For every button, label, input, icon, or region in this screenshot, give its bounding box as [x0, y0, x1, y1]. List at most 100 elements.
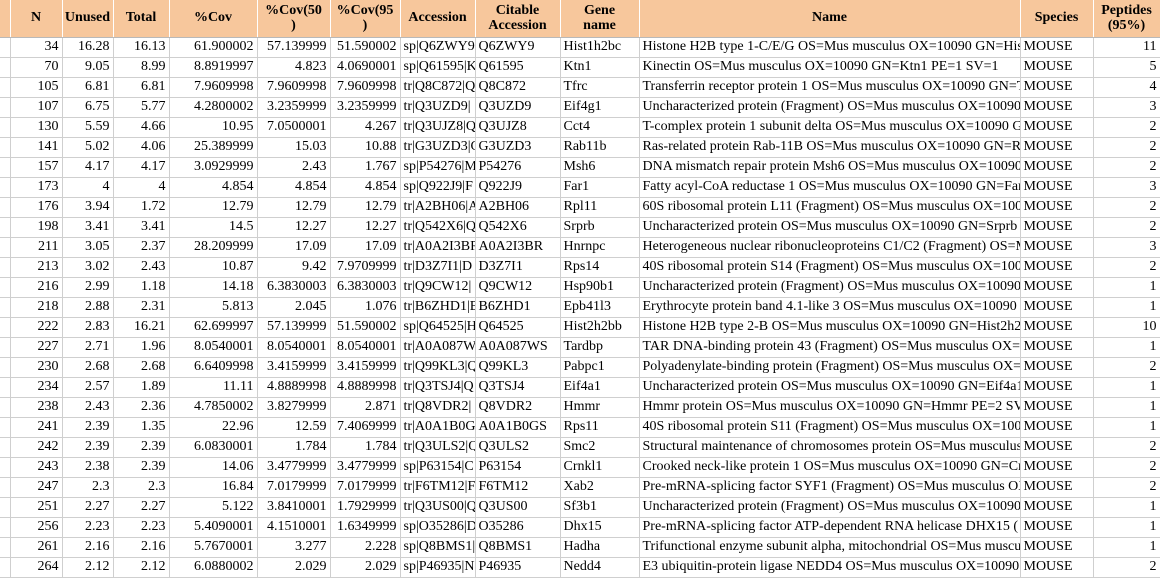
- cell-gene-name[interactable]: Hist2h2bb: [560, 317, 640, 338]
- cell-name[interactable]: Histone H2B type 2-B OS=Mus musculus OX=…: [639, 317, 1021, 338]
- cell-total[interactable]: 2.68: [113, 357, 170, 378]
- cell-cov95[interactable]: 4.267: [330, 117, 401, 138]
- row-spacer-cell[interactable]: [0, 237, 11, 258]
- row-spacer-cell[interactable]: [0, 177, 11, 198]
- cell-cov[interactable]: 10.87: [169, 257, 258, 278]
- cell-cov[interactable]: 8.0540001: [169, 337, 258, 358]
- cell-species[interactable]: MOUSE: [1020, 537, 1094, 558]
- cell-cov95[interactable]: 7.9609998: [330, 77, 401, 98]
- row-spacer-cell[interactable]: [0, 317, 11, 338]
- cell-citable-accession[interactable]: Q9CW12: [475, 277, 561, 298]
- cell-name[interactable]: Uncharacterized protein OS=Mus musculus …: [639, 217, 1021, 238]
- cell-gene-name[interactable]: Eif4a1: [560, 377, 640, 398]
- row-spacer-cell[interactable]: [0, 277, 11, 298]
- cell-species[interactable]: MOUSE: [1020, 337, 1094, 358]
- cell-accession[interactable]: sp|Q6ZWY9|: [400, 37, 476, 58]
- cell-accession[interactable]: tr|Q542X6|Q: [400, 217, 476, 238]
- row-spacer-cell[interactable]: [0, 397, 11, 418]
- cell-cov50[interactable]: 1.784: [257, 437, 331, 458]
- cell-species[interactable]: MOUSE: [1020, 37, 1094, 58]
- cell-total[interactable]: 2.31: [113, 297, 170, 318]
- cell-cov[interactable]: 5.122: [169, 497, 258, 518]
- cell-total[interactable]: 2.39: [113, 437, 170, 458]
- cell-peptides-95[interactable]: 1: [1093, 277, 1160, 298]
- cell-species[interactable]: MOUSE: [1020, 257, 1094, 278]
- cell-name[interactable]: Crooked neck-like protein 1 OS=Mus muscu…: [639, 457, 1021, 478]
- cell-unused[interactable]: 2.43: [62, 397, 114, 418]
- cell-citable-accession[interactable]: A0A087WS: [475, 337, 561, 358]
- cell-species[interactable]: MOUSE: [1020, 357, 1094, 378]
- row-spacer-cell[interactable]: [0, 57, 11, 78]
- cell-cov50[interactable]: 57.139999: [257, 37, 331, 58]
- cell-accession[interactable]: sp|P46935|N: [400, 557, 476, 578]
- cell-total[interactable]: 1.35: [113, 417, 170, 438]
- column-header-total[interactable]: Total: [113, 0, 170, 38]
- cell-gene-name[interactable]: Rps11: [560, 417, 640, 438]
- cell-name[interactable]: E3 ubiquitin-protein ligase NEDD4 OS=Mus…: [639, 557, 1021, 578]
- cell-citable-accession[interactable]: Q61595: [475, 57, 561, 78]
- cell-cov95[interactable]: 17.09: [330, 237, 401, 258]
- cell-gene-name[interactable]: Tfrc: [560, 77, 640, 98]
- row-spacer-cell[interactable]: [0, 417, 11, 438]
- cell-gene-name[interactable]: Rpl11: [560, 197, 640, 218]
- cell-peptides-95[interactable]: 1: [1093, 537, 1160, 558]
- cell-cov95[interactable]: 2.871: [330, 397, 401, 418]
- cell-unused[interactable]: 2.38: [62, 457, 114, 478]
- cell-total[interactable]: 2.12: [113, 557, 170, 578]
- cell-species[interactable]: MOUSE: [1020, 197, 1094, 218]
- cell-cov50[interactable]: 3.4779999: [257, 457, 331, 478]
- cell-species[interactable]: MOUSE: [1020, 317, 1094, 338]
- cell-n[interactable]: 141: [10, 137, 63, 158]
- cell-cov50[interactable]: 3.8279999: [257, 397, 331, 418]
- cell-unused[interactable]: 2.16: [62, 537, 114, 558]
- column-header-n[interactable]: N: [10, 0, 63, 38]
- cell-species[interactable]: MOUSE: [1020, 117, 1094, 138]
- cell-accession[interactable]: tr|F6TM12|F: [400, 477, 476, 498]
- row-spacer-cell[interactable]: [0, 557, 11, 578]
- cell-name[interactable]: Ras-related protein Rab-11B OS=Mus muscu…: [639, 137, 1021, 158]
- column-header-gene-name[interactable]: Gene name: [560, 0, 640, 38]
- cell-total[interactable]: 4.06: [113, 137, 170, 158]
- cell-citable-accession[interactable]: P63154: [475, 457, 561, 478]
- cell-peptides-95[interactable]: 3: [1093, 237, 1160, 258]
- cell-peptides-95[interactable]: 3: [1093, 97, 1160, 118]
- column-header-unused[interactable]: Unused: [62, 0, 114, 38]
- column-header-cov95[interactable]: %Cov(95 ): [330, 0, 401, 38]
- cell-cov50[interactable]: 4.823: [257, 57, 331, 78]
- cell-cov50[interactable]: 15.03: [257, 137, 331, 158]
- row-spacer-cell[interactable]: [0, 217, 11, 238]
- cell-citable-accession[interactable]: P46935: [475, 557, 561, 578]
- cell-species[interactable]: MOUSE: [1020, 557, 1094, 578]
- cell-name[interactable]: Uncharacterized protein OS=Mus musculus …: [639, 377, 1021, 398]
- cell-unused[interactable]: 2.23: [62, 517, 114, 538]
- cell-peptides-95[interactable]: 10: [1093, 317, 1160, 338]
- cell-total[interactable]: 8.99: [113, 57, 170, 78]
- cell-gene-name[interactable]: Msh6: [560, 157, 640, 178]
- cell-name[interactable]: Polyadenylate-binding protein (Fragment)…: [639, 357, 1021, 378]
- cell-name[interactable]: Pre-mRNA-splicing factor ATP-dependent R…: [639, 517, 1021, 538]
- cell-cov95[interactable]: 2.029: [330, 557, 401, 578]
- header-spacer-cell[interactable]: [0, 0, 11, 38]
- cell-species[interactable]: MOUSE: [1020, 157, 1094, 178]
- cell-cov[interactable]: 6.0880002: [169, 557, 258, 578]
- cell-total[interactable]: 2.23: [113, 517, 170, 538]
- cell-unused[interactable]: 3.02: [62, 257, 114, 278]
- cell-cov[interactable]: 6.0830001: [169, 437, 258, 458]
- cell-cov50[interactable]: 4.8889998: [257, 377, 331, 398]
- cell-gene-name[interactable]: Pabpc1: [560, 357, 640, 378]
- cell-n[interactable]: 238: [10, 397, 63, 418]
- column-header-accession[interactable]: Accession: [400, 0, 476, 38]
- cell-citable-accession[interactable]: O35286: [475, 517, 561, 538]
- cell-n[interactable]: 213: [10, 257, 63, 278]
- cell-n[interactable]: 176: [10, 197, 63, 218]
- cell-total[interactable]: 2.16: [113, 537, 170, 558]
- cell-species[interactable]: MOUSE: [1020, 57, 1094, 78]
- row-spacer-cell[interactable]: [0, 197, 11, 218]
- cell-species[interactable]: MOUSE: [1020, 457, 1094, 478]
- cell-unused[interactable]: 3.05: [62, 237, 114, 258]
- cell-peptides-95[interactable]: 2: [1093, 437, 1160, 458]
- row-spacer-cell[interactable]: [0, 117, 11, 138]
- cell-total[interactable]: 4.66: [113, 117, 170, 138]
- cell-name[interactable]: Histone H2B type 1-C/E/G OS=Mus musculus…: [639, 37, 1021, 58]
- cell-gene-name[interactable]: Dhx15: [560, 517, 640, 538]
